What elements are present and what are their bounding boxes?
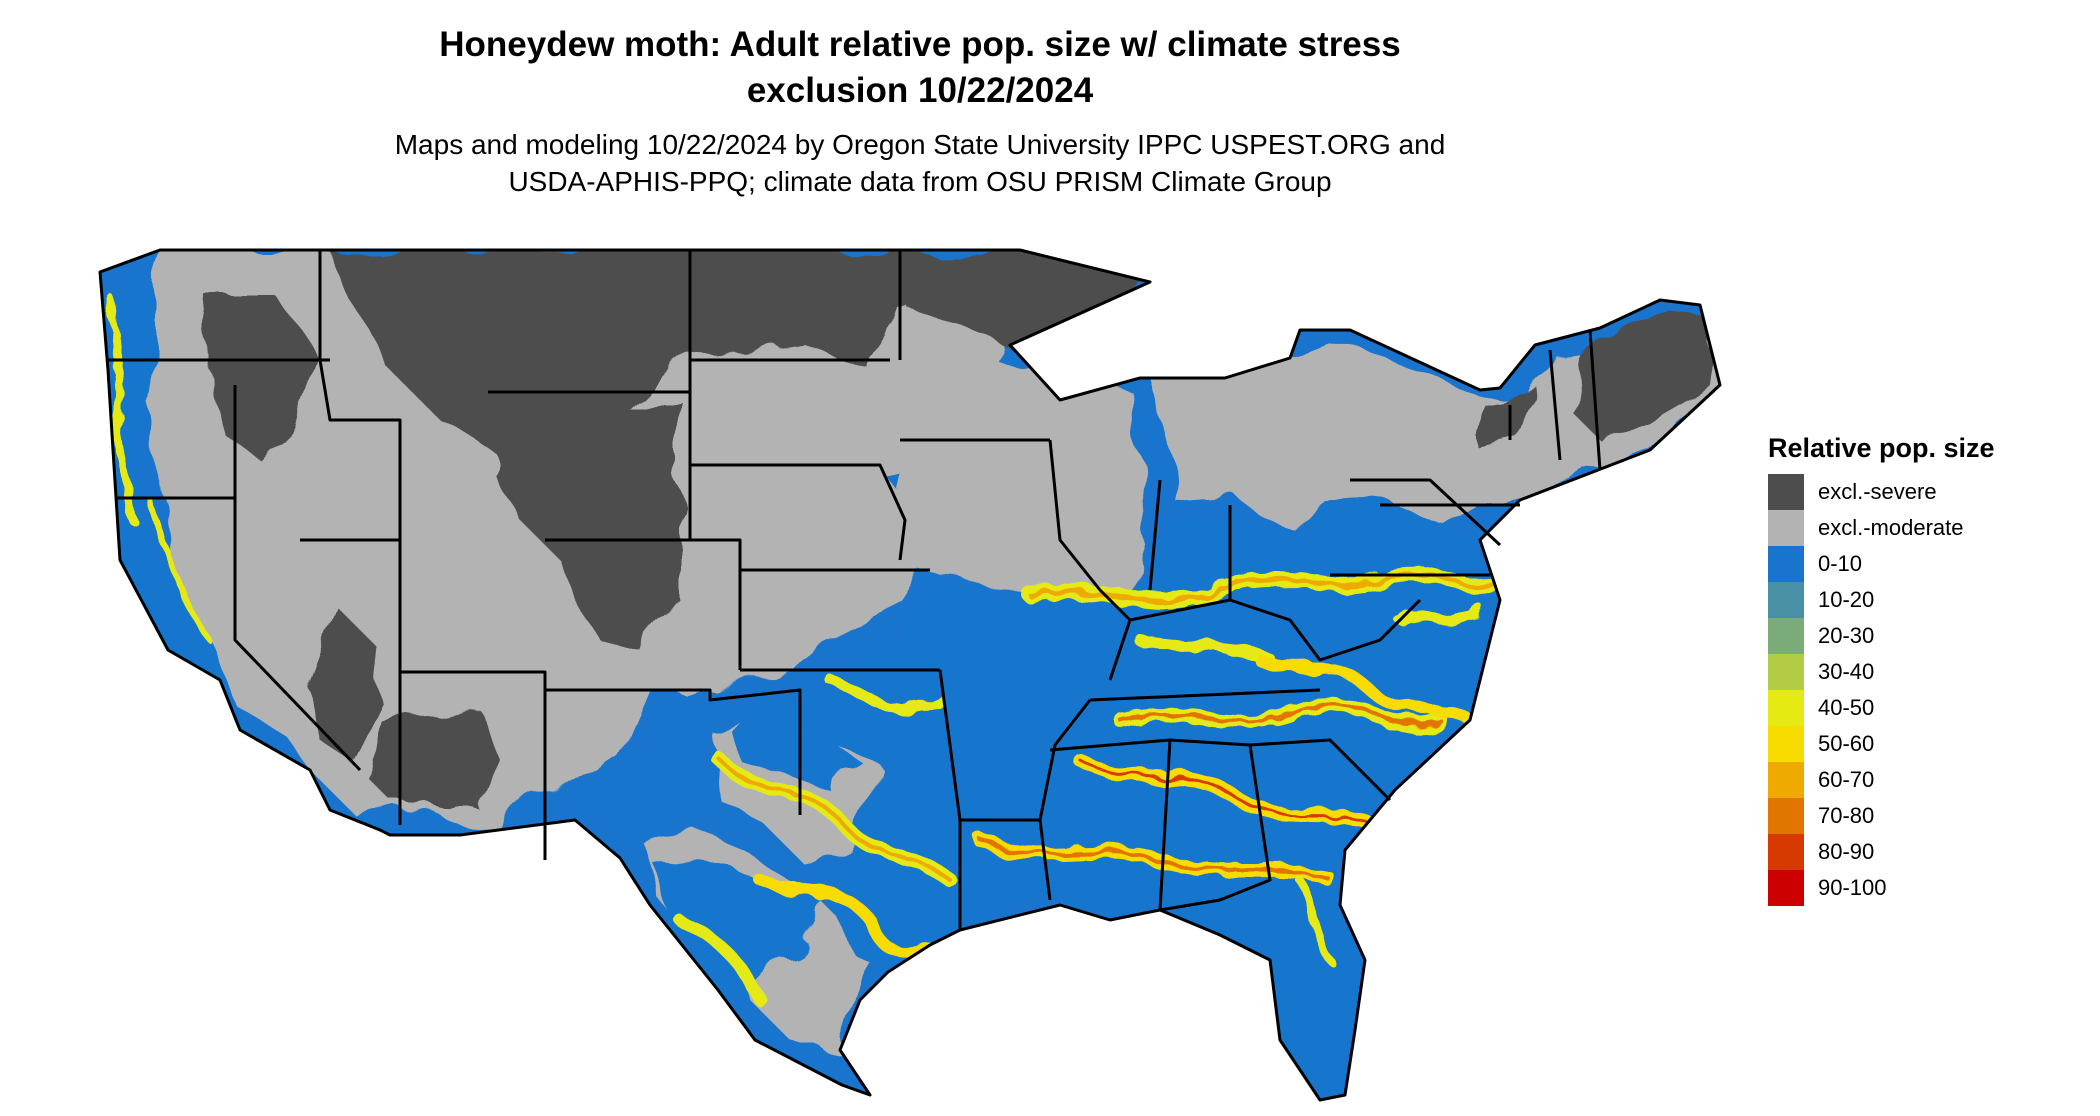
legend-label: 0-10: [1818, 551, 1863, 576]
map-title-line-1: Honeydew moth: Adult relative pop. size …: [439, 25, 1401, 64]
legend-swatch: [1768, 870, 1804, 906]
legend-swatch: [1768, 798, 1804, 834]
legend-item-0-10: 0-10: [1768, 546, 2078, 582]
us-outline: [98, 248, 1722, 1102]
legend-item-70-80: 70-80: [1768, 798, 2078, 834]
map-subtitle-line-1: Maps and modeling 10/22/2024 by Oregon S…: [394, 129, 1446, 160]
legend-label: 10-20: [1818, 587, 1875, 612]
legend-label: 40-50: [1818, 695, 1875, 720]
legend-swatch: [1768, 762, 1804, 798]
legend-swatch: [1768, 618, 1804, 654]
legend-label: 30-40: [1818, 659, 1875, 684]
legend-label: excl.-severe: [1818, 479, 1937, 504]
legend-swatch: [1768, 690, 1804, 726]
legend-item-50-60: 50-60: [1768, 726, 2078, 762]
legend-item-10-20: 10-20: [1768, 582, 2078, 618]
map-title: Honeydew moth: Adult relative pop. size …: [300, 22, 1540, 114]
legend-item-excl-moderate: excl.-moderate: [1768, 510, 2078, 546]
map-subtitle-line-2: USDA-APHIS-PPQ; climate data from OSU PR…: [508, 166, 1332, 197]
hotspot-bands: [108, 296, 1518, 1006]
legend-label: 80-90: [1818, 839, 1875, 864]
state-boundaries: [98, 248, 1722, 1102]
legend-item-40-50: 40-50: [1768, 690, 2078, 726]
legend-swatch: [1768, 474, 1804, 510]
legend-item-90-100: 90-100: [1768, 870, 2078, 906]
legend-item-excl-severe: excl.-severe: [1768, 474, 2078, 510]
legend-label: 20-30: [1818, 623, 1875, 648]
legend-item-60-70: 60-70: [1768, 762, 2078, 798]
legend-swatch: [1768, 510, 1804, 546]
legend-swatch: [1768, 834, 1804, 870]
legend-item-20-30: 20-30: [1768, 618, 2078, 654]
legend-label: 70-80: [1818, 803, 1875, 828]
legend-label: excl.-moderate: [1818, 515, 1964, 540]
legend-swatch: [1768, 582, 1804, 618]
legend-swatch: [1768, 726, 1804, 762]
legend-label: 60-70: [1818, 767, 1875, 792]
legend-item-80-90: 80-90: [1768, 834, 2078, 870]
legend-item-30-40: 30-40: [1768, 654, 2078, 690]
legend-label: 90-100: [1818, 875, 1887, 900]
legend-swatch: [1768, 546, 1804, 582]
legend-title: Relative pop. size: [1768, 433, 1995, 463]
legend-label: 50-60: [1818, 731, 1875, 756]
legend-swatch: [1768, 654, 1804, 690]
map-title-line-2: exclusion 10/22/2024: [746, 71, 1094, 110]
map-subtitle: Maps and modeling 10/22/2024 by Oregon S…: [300, 126, 1540, 200]
map-legend: Relative pop. size excl.-severe excl.-mo…: [1768, 430, 2078, 906]
